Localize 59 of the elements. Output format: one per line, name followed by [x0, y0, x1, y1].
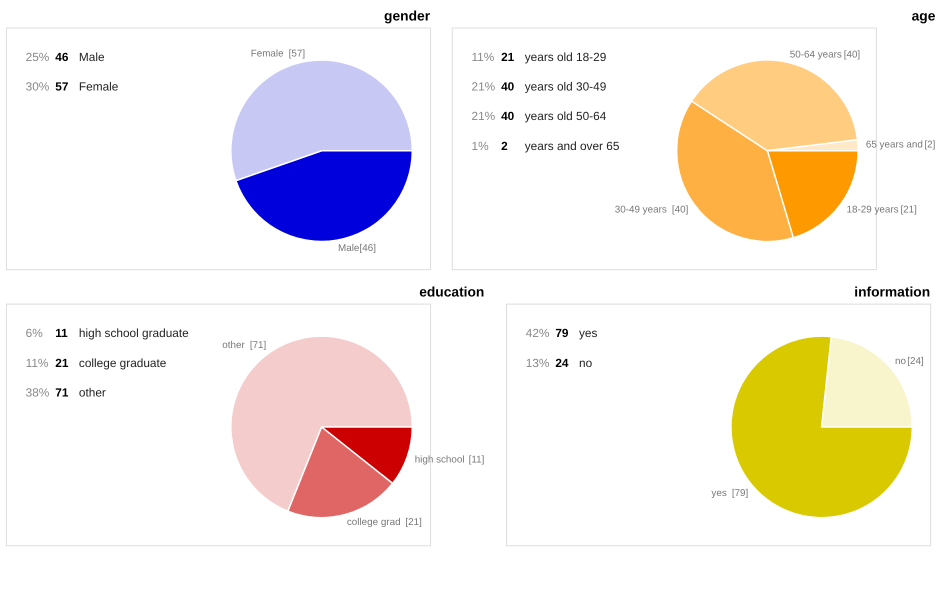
data-label: [40] — [672, 204, 689, 216]
text: college graduate — [78, 356, 167, 370]
slice-label: 50-64 years — [790, 50, 842, 61]
text: years and over 65 — [524, 138, 620, 153]
text: 13% — [526, 356, 550, 370]
text: 11% — [26, 356, 49, 370]
slice-label: 65 years and — [866, 140, 923, 151]
text: 21% — [471, 80, 496, 94]
chart-title: gender — [384, 8, 431, 24]
slice-label: other — [222, 340, 246, 352]
text: 21 — [55, 356, 69, 370]
text: years old 30-49 — [524, 80, 607, 94]
text: 42% — [526, 326, 550, 340]
slice-label: 18-29 years — [846, 204, 899, 216]
data-label: [79] — [732, 488, 749, 499]
slice-label: no — [895, 356, 906, 367]
slice-label: Female — [250, 48, 284, 60]
slice-label: yes — [711, 488, 727, 499]
text: Male — [78, 50, 105, 64]
text: 71 — [55, 385, 69, 400]
text: 38% — [26, 385, 50, 400]
text: 40 — [501, 80, 515, 94]
text: 6% — [26, 326, 44, 340]
slice-label: college grad — [346, 517, 401, 528]
data-label: [21] — [900, 204, 918, 216]
text: 79 — [555, 326, 569, 340]
text: 11 — [55, 326, 68, 340]
slice-label: Male — [338, 242, 360, 254]
chart-title: information — [854, 284, 930, 300]
data-label: [46] — [360, 242, 376, 254]
text: 1% — [471, 138, 490, 153]
text: 2 — [501, 138, 508, 153]
text: 30% — [26, 80, 50, 94]
text: 25% — [26, 50, 50, 64]
text: 11% — [471, 50, 495, 64]
chart-title: education — [419, 284, 484, 300]
chart-title: age — [912, 8, 936, 24]
data-label: [71] — [250, 340, 267, 352]
data-label: [21] — [405, 517, 422, 528]
text: 21% — [471, 109, 496, 124]
text: 57 — [55, 80, 69, 94]
text: Female — [78, 80, 119, 94]
data-label: [11] — [468, 454, 485, 466]
text: no — [579, 356, 593, 370]
text: high school graduate — [78, 326, 190, 340]
text: 40 — [501, 109, 515, 124]
slice-label: 30-49 years — [614, 204, 667, 216]
data-label: [40] — [844, 50, 860, 61]
data-label: [24] — [907, 356, 924, 367]
text: 46 — [55, 50, 69, 64]
text: yes — [579, 326, 598, 340]
text: years old 50-64 — [524, 109, 607, 124]
data-label: [57] — [288, 48, 306, 60]
text: years old 18-29 — [524, 50, 607, 64]
text: 24 — [555, 356, 569, 370]
text: other — [78, 385, 106, 400]
data-label: [2] — [924, 140, 936, 151]
text: 21 — [501, 50, 515, 64]
slice-label: high school — [414, 454, 465, 466]
